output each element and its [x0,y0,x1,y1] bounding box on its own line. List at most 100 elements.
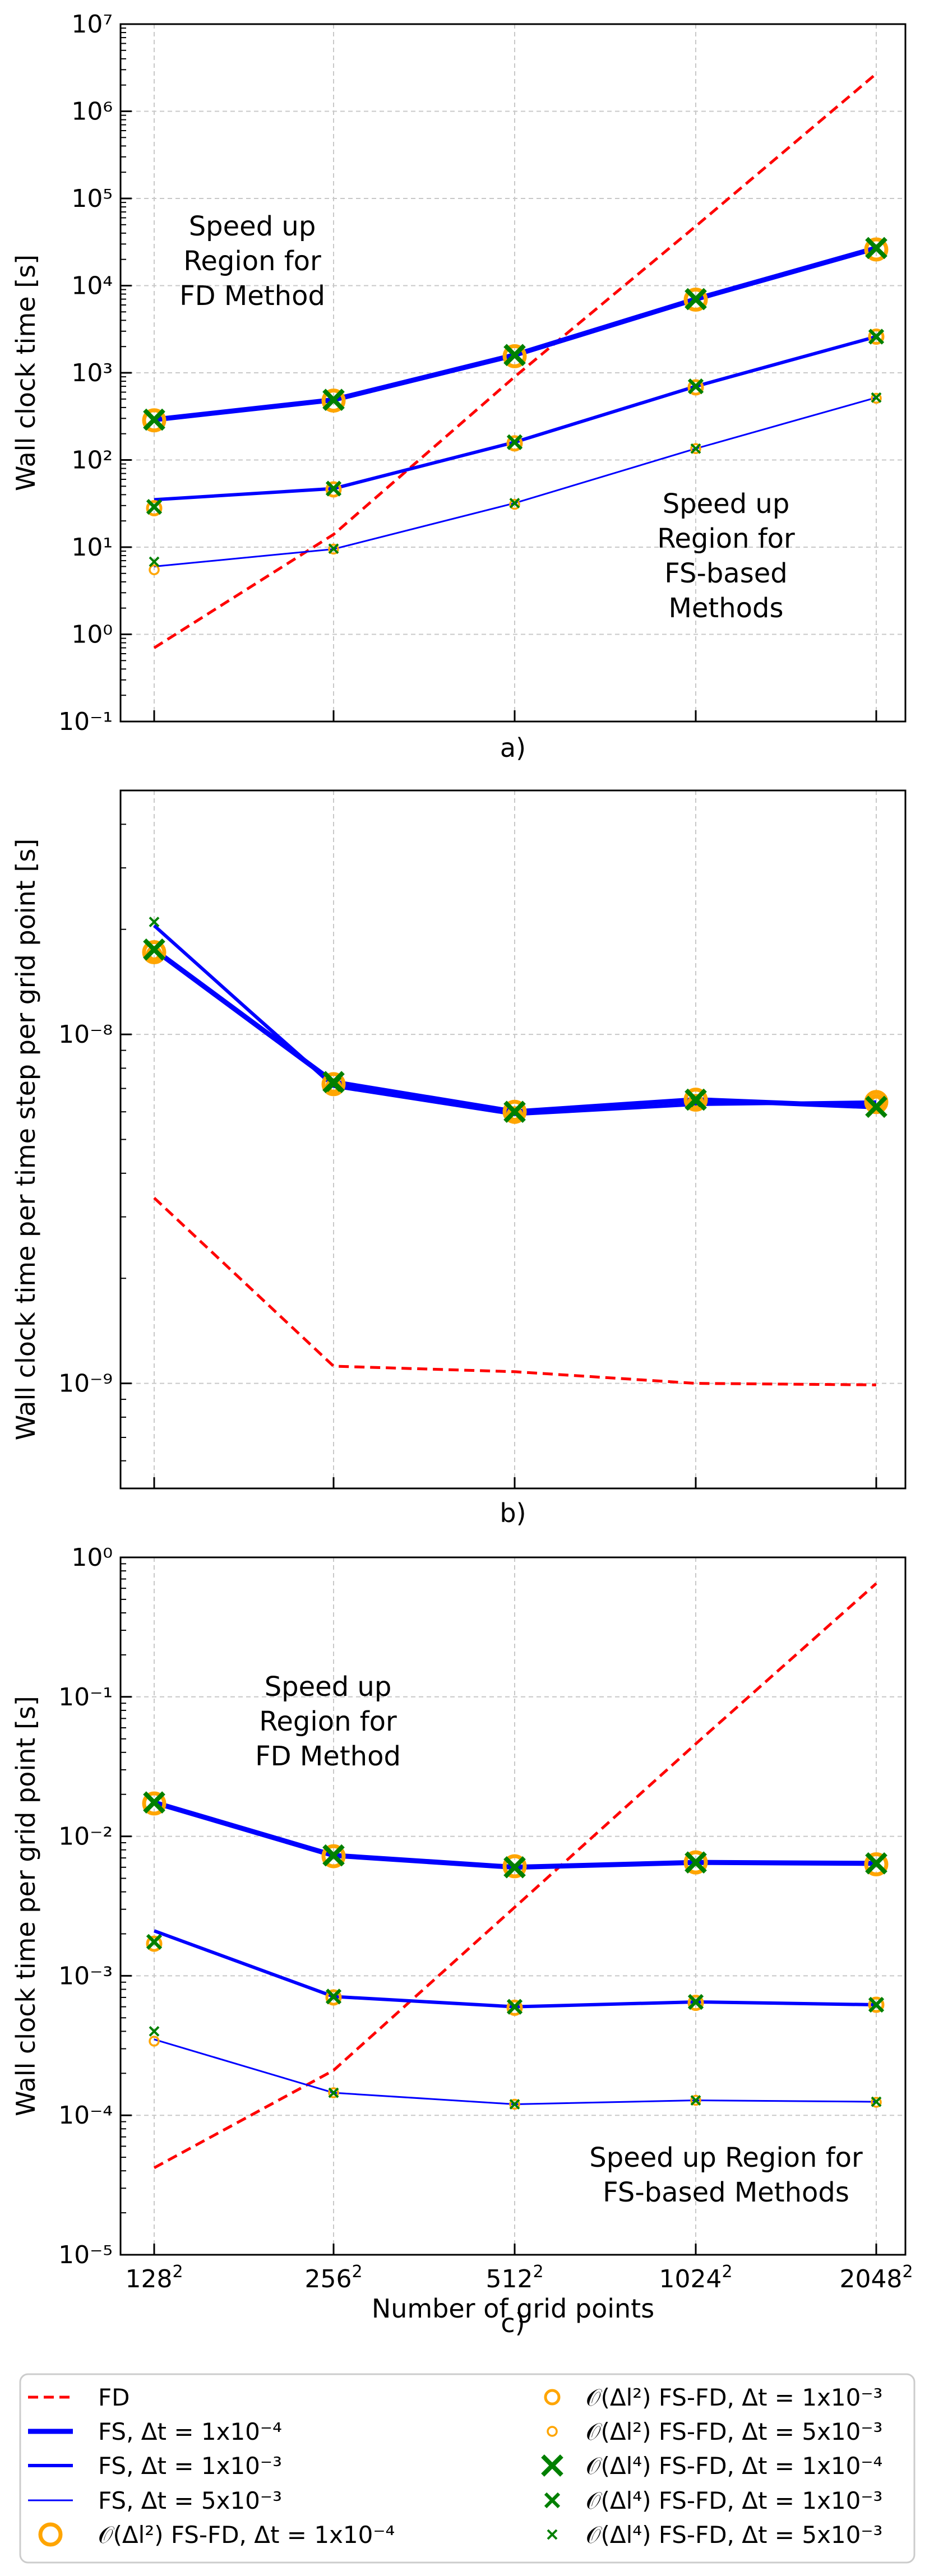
series-7-point [143,1791,165,1814]
y-minor-ticks [121,27,126,696]
legend-label: FD [98,2384,130,2411]
series-4-point [864,1090,889,1114]
series-8-point [687,1092,704,1108]
series-9-point [690,443,701,454]
x-tick-exponent: 2 [722,2262,732,2282]
legend-entry: FS, Δt = 5x10⁻³ [28,2487,282,2514]
series-6-point [328,543,339,555]
series-6-point [328,2087,339,2098]
annotation: Speed up Region for FD Method [179,211,325,312]
y-tick-label: 10⁻⁹ [58,1370,113,1398]
x-tick-exponent: 2 [533,2262,543,2282]
legend-entry: 𝒪(Δl⁴) FS-FD, Δt = 5x10⁻³ [547,2521,882,2549]
series-9-point [328,1079,339,1090]
series-8-point [868,329,885,345]
legend-label: 𝒪(Δl²) FS-FD, Δt = 5x10⁻³ [586,2418,882,2445]
series-9-point [328,2087,339,2098]
gridlines [121,1557,905,2255]
legend-label: FS, Δt = 1x10⁻⁴ [98,2418,282,2445]
x-tick-label: 10242 [659,2262,732,2293]
y-tick-label: 10⁶ [71,98,113,126]
y-tick-label: 10¹ [71,533,113,562]
series-7-point [503,1856,526,1879]
series-9-point [509,1106,520,1117]
series-8-point [146,1934,163,1950]
series-line-0 [153,1196,877,1386]
gridlines [121,24,905,722]
y-tick-label: 10⁻² [58,1823,113,1851]
series-6-point [149,2036,160,2047]
panel-label: a) [500,733,526,763]
y-tick-label: 10⁰ [71,621,113,649]
series-4-point [321,1844,346,1869]
series-7-point [503,344,526,367]
series-4-point [142,408,167,433]
series-8-point [146,498,163,515]
y-tick-label: 10⁻⁸ [58,1020,113,1049]
series-9-point [149,556,160,567]
legend-entry: 𝒪(Δl²) FS-FD, Δt = 5x10⁻³ [547,2418,882,2445]
legend-handle [544,2492,561,2509]
panel-b: 10⁻⁹ 10⁻⁸ Wall clock time per time step pe… [11,789,907,1528]
series-6-point [149,564,160,576]
series-5-point [687,1094,704,1111]
series-line-0 [153,1582,877,2170]
series-5-point [687,1995,704,2011]
series-line-0 [153,72,877,649]
series-7-point [143,408,165,431]
series-7-point [322,389,345,411]
x-tick-label: 2562 [304,2262,362,2293]
series-8-point [506,1999,523,2015]
x-tick-label: 1282 [125,2262,183,2293]
series-8-point [506,434,523,450]
series-7-point [685,288,707,311]
plot-frame [119,1556,907,2256]
series-8-point [687,1994,704,2010]
panel-label: c) [501,2308,525,2338]
x-tick-label: 5122 [486,2262,543,2293]
y-tick-label: 10⁻¹ [58,707,113,736]
series-4-point [502,1854,527,1879]
series-9-point [871,1101,882,1112]
legend-label: 𝒪(Δl²) FS-FD, Δt = 1x10⁻⁴ [98,2521,395,2549]
series-9-point [149,2025,160,2037]
series-5-point [506,1999,523,2016]
legend-entry: 𝒪(Δl²) FS-FD, Δt = 1x10⁻³ [544,2384,882,2411]
legend-label: 𝒪(Δl⁴) FS-FD, Δt = 1x10⁻⁴ [586,2452,882,2480]
series-5-point [506,1106,523,1123]
annotation: Speed up Region for FS-based Methods [657,488,795,624]
legend-entry: FS, Δt = 1x10⁻⁴ [28,2418,282,2445]
y-tick-label: 10² [71,446,113,475]
y-tick-label: 10⁴ [71,272,113,300]
legend-label: 𝒪(Δl⁴) FS-FD, Δt = 5x10⁻³ [586,2521,882,2549]
legend-entry: 𝒪(Δl⁴) FS-FD, Δt = 1x10⁻⁴ [541,2452,882,2480]
legend-entry: FD [28,2384,130,2411]
legend-handle [544,2389,561,2406]
series-9-point [871,2096,882,2107]
legend-label: FS, Δt = 5x10⁻³ [98,2487,282,2514]
series-5-point [325,481,342,498]
series-6-point [690,443,701,454]
series-6-point [509,498,520,510]
x-tick-label: 20482 [839,2262,913,2293]
plot-frame [119,789,907,1490]
series-4-point [321,389,346,413]
x-tick-exponent: 2 [172,2262,183,2282]
series-9-point [690,1097,701,1108]
series-6-point [871,2097,882,2108]
series-9-point [871,392,882,403]
legend-handle [547,2529,558,2540]
panel-label: b) [500,1498,526,1528]
legend-label: 𝒪(Δl²) FS-FD, Δt = 1x10⁻³ [586,2384,882,2411]
legend-label: 𝒪(Δl⁴) FS-FD, Δt = 1x10⁻³ [586,2487,882,2514]
panel-a: 10⁻¹ 10⁰ 10¹ 10² 10³ 10⁴ 10⁵ 10⁶ 10⁷ Wall clock t… [11,10,907,763]
series-8-point [146,941,163,958]
x-tick-exponent: 2 [352,2262,362,2282]
annotation: Speed up Region for FD Method [255,1671,401,1772]
annotation: Speed up Region for FS-based Methods [589,2142,863,2208]
y-axis-label: Wall clock time per grid point [s] [11,1696,41,2116]
series-9-point [690,2095,701,2106]
series-9-point [328,543,339,554]
y-tick-label: 10⁻¹ [58,1683,113,1712]
